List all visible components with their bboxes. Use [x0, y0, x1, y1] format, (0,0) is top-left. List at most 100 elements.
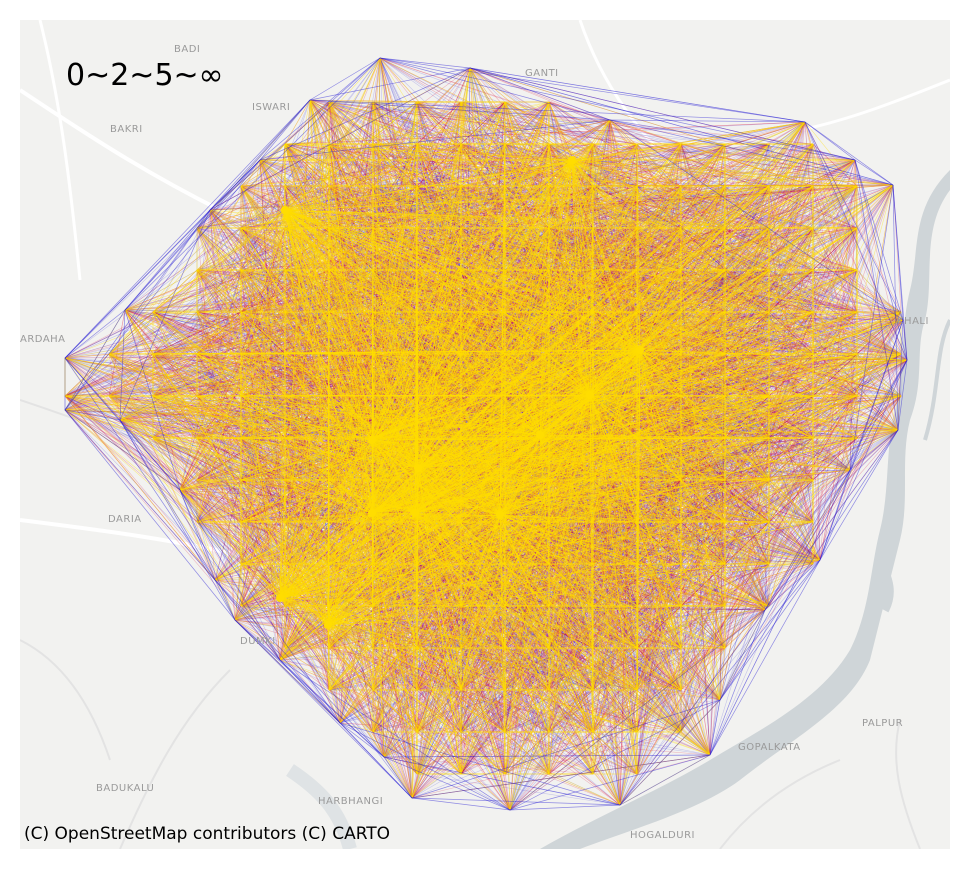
od-edge [416, 395, 814, 439]
od-edge [240, 227, 462, 607]
od-edge [379, 57, 858, 397]
od-edge [328, 395, 821, 561]
od-edge [284, 227, 594, 523]
od-edge [284, 647, 506, 775]
od-edge [372, 269, 821, 561]
od-edge [383, 395, 902, 758]
od-edge [279, 353, 902, 661]
od-edge [548, 521, 770, 565]
od-edge [259, 159, 330, 187]
od-edge [460, 353, 621, 806]
od-edge [240, 269, 814, 565]
od-edge [328, 269, 462, 397]
od-edge [152, 311, 550, 607]
od-edge [636, 353, 682, 649]
map-frame[interactable]: BADI BAKRI ISWARI GANTI ARDAHA KHALI DAR… [20, 20, 950, 849]
od-edge [416, 184, 894, 355]
od-edge [592, 395, 726, 523]
od-edge [328, 311, 902, 691]
od-edge [240, 395, 286, 607]
od-edge [284, 143, 506, 187]
od-edge [416, 143, 638, 187]
od-edge [372, 311, 858, 691]
od-edge [636, 143, 894, 186]
od-edge [240, 101, 462, 229]
od-edge [64, 357, 638, 607]
od-edge [379, 57, 462, 649]
od-edge [328, 395, 550, 775]
od-edge [309, 99, 726, 439]
od-edge [209, 209, 550, 691]
od-edge [416, 319, 904, 565]
od-edge [416, 269, 550, 481]
od-edge [108, 395, 242, 439]
od-edge [124, 309, 770, 439]
od-edge [548, 353, 594, 397]
od-edge [234, 353, 462, 621]
od-edge [152, 143, 726, 355]
od-edge [240, 143, 286, 523]
od-edge [724, 429, 899, 439]
od-edge [328, 437, 511, 811]
od-edge [416, 429, 899, 607]
od-edge [372, 269, 385, 758]
od-edge [259, 159, 594, 649]
od-edge [259, 159, 638, 229]
od-edge [284, 185, 418, 313]
od-edge [460, 437, 594, 565]
od-edge [383, 563, 462, 758]
od-edge [328, 437, 711, 756]
od-edge [284, 121, 806, 565]
basemap-and-network[interactable] [20, 20, 950, 849]
od-edge [460, 185, 770, 481]
od-edge [209, 209, 814, 523]
od-edge [592, 227, 638, 775]
od-edge [724, 559, 821, 565]
od-edge [196, 185, 506, 229]
od-edge [240, 353, 286, 397]
od-edge [339, 647, 682, 724]
od-edge [119, 419, 550, 649]
od-edge [504, 437, 814, 565]
od-edge [504, 269, 902, 397]
od-edge [504, 119, 611, 397]
od-edge [460, 269, 821, 561]
od-edge [372, 311, 506, 439]
od-edge [372, 353, 506, 397]
od-edge [64, 409, 726, 649]
od-edge [196, 353, 908, 361]
od-edge [504, 311, 851, 471]
od-edge [284, 143, 330, 523]
od-edge [372, 101, 594, 229]
od-edge [372, 269, 413, 799]
od-edge [680, 429, 899, 649]
od-edge [152, 353, 341, 724]
od-edge [548, 269, 858, 649]
od-edge [548, 311, 770, 691]
od-edge [548, 121, 806, 313]
od-edge [124, 309, 374, 523]
od-edge [372, 395, 682, 523]
od-edge [284, 185, 858, 397]
od-edge [619, 353, 726, 806]
od-edge [119, 419, 374, 439]
od-edge [179, 489, 374, 607]
od-edge [372, 121, 806, 145]
od-edge [416, 185, 638, 565]
od-edge [234, 619, 462, 733]
od-edge [279, 185, 550, 661]
od-edge [509, 521, 638, 811]
od-edge [108, 143, 506, 355]
od-edge [504, 227, 851, 471]
od-edge [309, 99, 550, 439]
od-edge [240, 269, 726, 565]
od-edge [619, 185, 814, 806]
od-edge [372, 57, 381, 523]
od-edge [416, 269, 814, 565]
od-edge [383, 563, 770, 758]
od-edge [460, 479, 594, 775]
od-edge [64, 227, 242, 359]
od-edge [209, 209, 418, 565]
od-edge [548, 311, 682, 607]
od-edge [179, 353, 462, 491]
